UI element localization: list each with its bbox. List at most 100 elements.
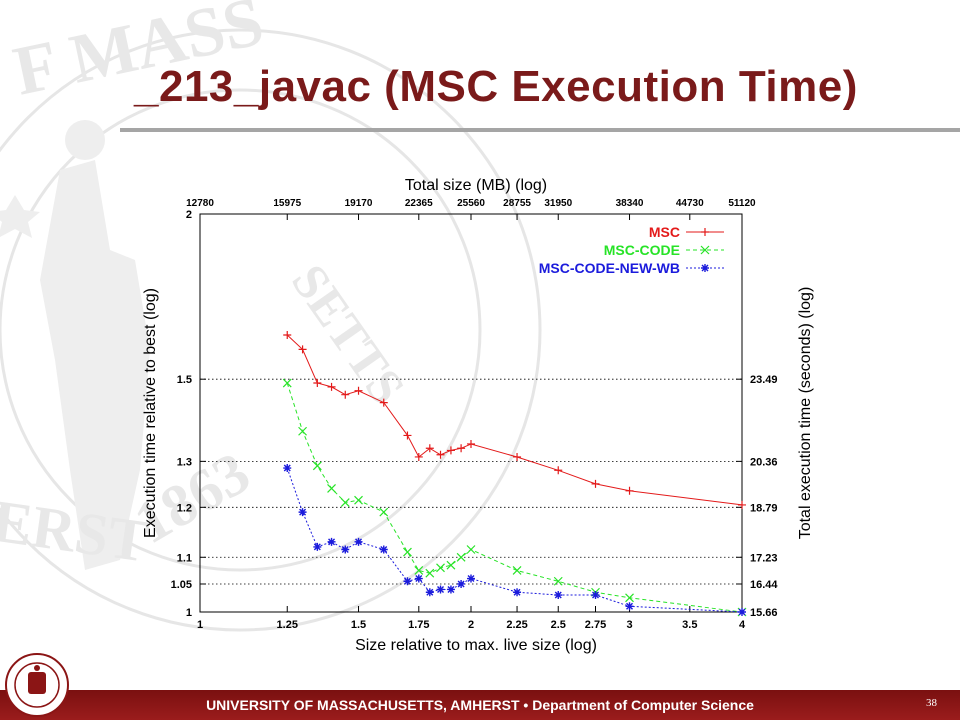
data-point-msc [436,450,445,459]
data-point-msc [313,379,322,388]
data-point-msc-code-new-wb [467,574,475,583]
data-point-msc-code-new-wb [403,577,412,586]
data-point-msc-code [414,566,424,575]
data-point-msc-code [456,552,466,562]
x-axis-label: Size relative to max. live size (log) [355,637,597,654]
x-tick-label: 2.75 [585,619,606,631]
y-axis-label: Execution time relative to best (log) [142,288,159,538]
umass-seal-icon [5,653,69,717]
data-point-msc [414,452,423,461]
y-tick-label: 1 [186,607,192,619]
data-point-msc [298,345,307,354]
y2-tick-label: 15.66 [750,607,778,619]
series-msc-code [282,378,747,617]
data-point-msc-code-new-wb [446,585,455,594]
x-tick-label: 2.5 [551,619,566,631]
data-point-msc-code-new-wb [554,591,563,600]
x-tick-label: 2.25 [506,619,527,631]
data-point-msc [467,439,475,448]
data-point-msc [341,390,350,399]
series-layer [282,330,747,617]
data-point-msc-code [403,547,412,557]
series-line-msc [286,334,743,506]
y-tick-label: 1.05 [171,579,192,591]
x2-tick-label: 44730 [676,198,704,209]
x-tick-label: 1.75 [408,619,429,631]
data-point-msc-code-new-wb [738,608,746,616]
data-point-msc [425,444,434,453]
y2-tick-label: 23.49 [750,374,778,386]
data-point-msc-code [379,507,389,517]
data-point-msc [403,431,412,440]
data-point-msc-code [466,545,476,554]
legend-label-msc-code: MSC-CODE [604,242,680,258]
x2-tick-label: 19170 [345,198,373,209]
legend-marker-msc [701,228,709,236]
data-point-msc-code-new-wb [379,545,388,554]
data-point-msc [457,444,466,453]
x2-tick-label: 25560 [457,198,485,209]
y-tick-label: 1.3 [177,456,192,468]
y-tick-label: 1.5 [177,374,192,386]
x-tick-label: 4 [739,619,746,631]
tick-layer: 1 1.05 1.1 1.2 1.3 1.5 2 15.66 16.44 17.23 18.79 20… [171,198,779,631]
legend-marker-msc-code [700,245,710,255]
execution-time-chart: 1 1.05 1.1 1.2 1.3 1.5 2 15.66 16.44 17.23 18.79 20… [142,177,814,654]
y2-tick-label: 18.79 [750,502,778,514]
data-point-msc [283,330,292,339]
data-point-msc [625,486,634,495]
data-point-msc-code-new-wb [425,588,434,597]
footer-bar [0,690,960,720]
data-point-msc-code-new-wb [436,585,445,594]
data-point-msc-code [298,426,308,436]
page-number: 38 [926,697,937,709]
x2-tick-label: 22365 [405,198,433,209]
data-point-msc-code-new-wb [354,537,363,546]
data-point-msc-code-new-wb [625,602,634,611]
data-point-msc [379,398,388,407]
data-point-msc-code [312,461,322,471]
y2-tick-label: 20.36 [750,456,778,468]
data-point-msc-code [625,593,634,603]
data-point-msc-code [425,568,435,578]
data-point-msc-code-new-wb [414,574,423,583]
legend-marker-msc-code-new-wb [701,264,709,272]
y-tick-label: 2 [186,209,192,221]
data-point-msc [554,466,563,475]
data-point-msc-code-new-wb [283,464,292,473]
y-tick-label: 1.1 [177,552,192,564]
data-point-msc-code [436,563,445,573]
data-point-msc-code-new-wb [591,591,600,600]
chart-title: Total size (MB) (log) [405,177,547,194]
y2-tick-label: 16.44 [750,579,778,591]
data-point-msc-code-new-wb [457,579,466,588]
x2-tick-label: 51120 [728,198,756,209]
data-point-msc-code [512,566,522,575]
legend: MSC MSC-CODE MSC-CODE-NEW-WB [539,224,724,276]
x2-tick-label: 12780 [186,198,214,209]
x2-tick-label: 38340 [616,198,644,209]
data-point-msc [738,500,746,509]
data-point-msc-code [327,484,336,493]
x-tick-label: 3 [626,619,632,631]
x-tick-label: 1.25 [277,619,298,631]
title-divider [120,128,960,132]
series-msc-code-new-wb [283,464,746,616]
data-point-msc-code-new-wb [513,588,522,597]
slide-title: _213_javac (MSC Execution Time) [134,62,858,111]
data-point-msc-code-new-wb [313,542,322,551]
y2-axis-label: Total execution time (seconds) (log) [797,287,814,540]
data-point-msc-code [553,576,563,586]
x-tick-label: 1.5 [351,619,366,631]
grid-layer [200,378,742,585]
data-point-msc [354,386,363,395]
x2-tick-label: 31950 [544,198,572,209]
data-point-msc-code [340,498,350,507]
x-tick-label: 3.5 [682,619,697,631]
footer-text: UNIVERSITY OF MASSACHUSETTS, AMHERST • D… [206,697,754,713]
data-point-msc-code-new-wb [341,545,350,554]
x2-tick-label: 15975 [273,198,301,209]
y2-tick-label: 17.23 [750,552,778,564]
data-point-msc [513,452,522,461]
